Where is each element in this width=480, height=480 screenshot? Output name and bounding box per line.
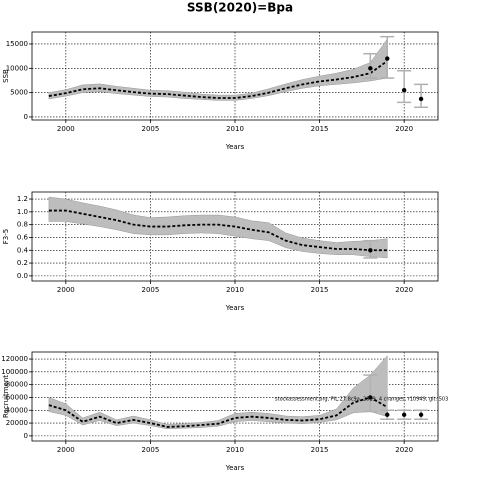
x-tick-label: 2005 xyxy=(142,125,160,133)
annotation: stockassessment.org, PIL.27.8c9a, 2019, … xyxy=(275,397,448,403)
x-axis-label: Years xyxy=(225,304,245,312)
x-tick-label: 2000 xyxy=(57,286,75,294)
x-axis-label: Years xyxy=(225,143,245,151)
estimate-line xyxy=(48,396,388,428)
confidence-band xyxy=(48,38,388,101)
plot-frame xyxy=(31,31,439,121)
y-tick-label: 80000 xyxy=(6,381,28,389)
y-axis-label: SSB xyxy=(2,69,10,83)
point xyxy=(401,412,407,417)
y-tick-label: 0.2 xyxy=(17,259,28,267)
x-tick-label: 2005 xyxy=(142,446,160,454)
point xyxy=(368,66,373,71)
y-tick-label: 0.8 xyxy=(17,221,28,229)
y-tick-label: 60000 xyxy=(6,393,28,401)
y-tick-label: 0.6 xyxy=(17,233,29,241)
y-tick-label: 10000 xyxy=(6,64,28,72)
y-tick-label: 0 xyxy=(24,432,28,440)
x-axis-label: Years xyxy=(225,464,245,472)
y-tick-label: 100000 xyxy=(1,368,28,376)
point xyxy=(368,248,373,253)
x-tick-label: 2000 xyxy=(57,446,75,454)
estimate-line xyxy=(48,209,388,252)
x-tick-label: 2020 xyxy=(395,446,413,454)
y-axis-label: Recruitment xyxy=(2,375,10,418)
chart-title: SSB(2020)=Bpa xyxy=(187,1,293,15)
plot-frame xyxy=(31,191,439,282)
y-tick-label: 0 xyxy=(24,113,28,121)
confidence-band xyxy=(48,196,388,259)
x-tick-label: 2015 xyxy=(311,125,329,133)
y-axis-label: F3-5 xyxy=(2,229,10,244)
y-tick-label: 0.0 xyxy=(17,272,28,280)
y-tick-label: 20000 xyxy=(6,419,28,427)
y-tick-label: 40000 xyxy=(6,406,28,414)
point xyxy=(368,395,373,400)
confidence-band xyxy=(48,355,388,430)
plot-frame xyxy=(31,351,439,442)
x-tick-label: 2010 xyxy=(226,286,244,294)
x-tick-label: 2000 xyxy=(57,125,75,133)
x-tick-label: 2005 xyxy=(142,286,160,294)
point xyxy=(385,412,390,417)
x-tick-label: 2010 xyxy=(226,446,244,454)
point xyxy=(385,56,390,61)
point xyxy=(418,96,424,102)
x-tick-label: 2015 xyxy=(311,446,329,454)
y-tick-label: 1.0 xyxy=(17,208,28,216)
estimate-line xyxy=(48,60,388,99)
point xyxy=(418,412,424,417)
y-tick-label: 1.2 xyxy=(17,195,28,203)
x-tick-label: 2020 xyxy=(395,125,413,133)
y-tick-label: 0.4 xyxy=(17,246,29,254)
y-tick-label: 15000 xyxy=(6,40,28,48)
y-tick-label: 5000 xyxy=(10,89,28,97)
x-tick-label: 2020 xyxy=(395,286,413,294)
x-tick-label: 2010 xyxy=(226,125,244,133)
point xyxy=(401,88,407,93)
x-tick-label: 2015 xyxy=(311,286,329,294)
y-tick-label: 120000 xyxy=(1,355,28,363)
